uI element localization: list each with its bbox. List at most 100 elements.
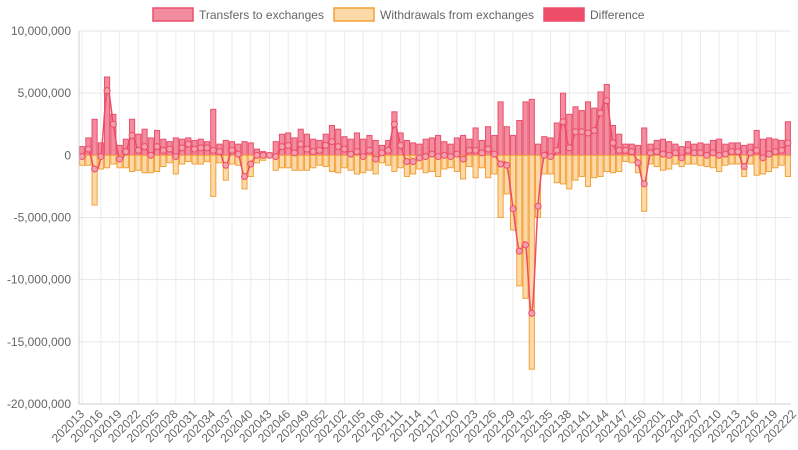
difference-point[interactable] (509, 205, 517, 213)
bar-withdrawals[interactable] (104, 154, 111, 169)
difference-point[interactable] (265, 151, 273, 159)
bar-withdrawals[interactable] (497, 154, 504, 218)
difference-point[interactable] (728, 148, 736, 156)
difference-point[interactable] (259, 151, 267, 159)
bar-withdrawals[interactable] (584, 154, 592, 187)
difference-point[interactable] (422, 153, 430, 161)
difference-point[interactable] (497, 160, 505, 168)
bar-transfers[interactable] (241, 141, 248, 156)
bar-transfers[interactable] (335, 128, 342, 156)
bar-withdrawals[interactable] (278, 154, 286, 169)
difference-point[interactable] (284, 141, 292, 149)
difference-point[interactable] (534, 202, 542, 210)
difference-point[interactable] (359, 153, 367, 161)
difference-point[interactable] (703, 151, 711, 159)
bar-withdrawals[interactable] (559, 154, 567, 185)
difference-point[interactable] (290, 149, 298, 157)
bar-transfers[interactable] (534, 143, 542, 156)
bar-withdrawals[interactable] (603, 154, 610, 172)
difference-point[interactable] (322, 141, 330, 149)
difference-point[interactable] (640, 180, 648, 188)
difference-point[interactable] (572, 128, 580, 136)
difference-point[interactable] (472, 146, 480, 154)
bar-withdrawals[interactable] (110, 154, 117, 165)
bar-transfers[interactable] (460, 134, 467, 156)
difference-point[interactable] (390, 120, 398, 128)
bar-withdrawals[interactable] (372, 154, 379, 175)
bar-withdrawals[interactable] (485, 154, 492, 179)
difference-point[interactable] (715, 151, 723, 159)
bar-withdrawals[interactable] (160, 154, 167, 168)
bar-transfers[interactable] (435, 134, 442, 156)
bar-withdrawals[interactable] (397, 154, 404, 169)
bar-transfers[interactable] (516, 120, 523, 156)
difference-point[interactable] (141, 143, 149, 151)
difference-point[interactable] (690, 149, 698, 157)
difference-point[interactable] (584, 129, 592, 137)
difference-point[interactable] (665, 151, 673, 159)
bar-transfers[interactable] (603, 83, 610, 156)
difference-point[interactable] (409, 158, 417, 166)
bar-transfers[interactable] (172, 137, 179, 156)
bar-withdrawals[interactable] (478, 154, 485, 169)
difference-point[interactable] (478, 149, 486, 157)
difference-point[interactable] (347, 150, 355, 158)
bar-transfers[interactable] (678, 146, 685, 156)
difference-point[interactable] (116, 155, 124, 163)
bar-withdrawals[interactable] (291, 154, 298, 171)
bar-transfers[interactable] (403, 139, 410, 156)
bar-withdrawals[interactable] (385, 154, 392, 166)
bar-withdrawals[interactable] (628, 154, 635, 164)
bar-withdrawals[interactable] (91, 154, 98, 206)
difference-point[interactable] (334, 143, 342, 151)
bar-withdrawals[interactable] (566, 154, 573, 190)
difference-point[interactable] (303, 145, 311, 153)
difference-point[interactable] (309, 148, 317, 156)
difference-point[interactable] (315, 146, 323, 154)
difference-point[interactable] (253, 151, 261, 159)
bar-transfers[interactable] (634, 144, 642, 156)
difference-point[interactable] (209, 146, 217, 154)
difference-point[interactable] (241, 172, 249, 180)
difference-point[interactable] (197, 144, 205, 152)
bar-withdrawals[interactable] (335, 154, 342, 174)
bar-transfers[interactable] (91, 118, 98, 156)
bar-withdrawals[interactable] (728, 154, 735, 165)
difference-point[interactable] (553, 146, 561, 154)
difference-point[interactable] (247, 160, 255, 168)
bar-withdrawals[interactable] (697, 154, 704, 166)
difference-point[interactable] (397, 141, 405, 149)
bar-withdrawals[interactable] (578, 154, 585, 177)
difference-point[interactable] (484, 145, 492, 153)
bar-withdrawals[interactable] (366, 154, 373, 171)
difference-point[interactable] (147, 151, 155, 159)
bar-withdrawals[interactable] (122, 154, 129, 169)
bar-transfers[interactable] (759, 138, 766, 156)
bar-withdrawals[interactable] (572, 154, 579, 181)
bar-transfers[interactable] (547, 137, 554, 156)
difference-point[interactable] (540, 151, 548, 159)
difference-point[interactable] (153, 143, 161, 151)
bar-withdrawals[interactable] (85, 154, 92, 166)
bar-withdrawals[interactable] (460, 154, 467, 180)
difference-point[interactable] (234, 150, 242, 158)
bar-withdrawals[interactable] (328, 154, 336, 172)
difference-point[interactable] (753, 146, 761, 154)
difference-point[interactable] (759, 154, 767, 162)
bar-transfers[interactable] (422, 138, 429, 156)
difference-point[interactable] (453, 150, 461, 158)
difference-point[interactable] (771, 148, 779, 156)
difference-point[interactable] (547, 153, 555, 161)
difference-point[interactable] (353, 148, 361, 156)
bar-withdrawals[interactable] (129, 154, 136, 172)
legend-label-2[interactable]: Difference (590, 8, 645, 22)
bar-transfers[interactable] (641, 127, 648, 156)
bar-withdrawals[interactable] (185, 154, 192, 163)
bar-withdrawals[interactable] (341, 154, 348, 169)
difference-point[interactable] (84, 145, 92, 153)
bar-withdrawals[interactable] (472, 154, 479, 179)
difference-point[interactable] (603, 97, 611, 105)
difference-point[interactable] (709, 149, 717, 157)
bar-transfers[interactable] (154, 129, 161, 156)
difference-point[interactable] (278, 143, 286, 151)
